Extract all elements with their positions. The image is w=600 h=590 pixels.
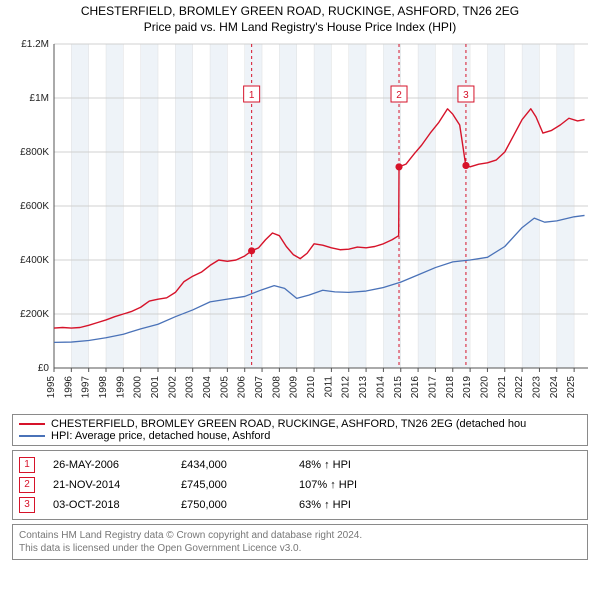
svg-text:2: 2 [396, 90, 402, 101]
event-price: £750,000 [181, 499, 281, 511]
legend-row: CHESTERFIELD, BROMLEY GREEN ROAD, RUCKIN… [19, 418, 581, 430]
event-price: £745,000 [181, 479, 281, 491]
svg-text:1995: 1995 [46, 375, 57, 398]
legend-label: HPI: Average price, detached house, Ashf… [51, 430, 270, 442]
svg-text:2019: 2019 [462, 375, 473, 398]
svg-text:2003: 2003 [185, 375, 196, 398]
svg-text:£200K: £200K [20, 309, 49, 320]
svg-text:£1.2M: £1.2M [21, 39, 49, 50]
svg-text:3: 3 [463, 90, 469, 101]
legend-swatch [19, 423, 45, 425]
chart-title-line1: CHESTERFIELD, BROMLEY GREEN ROAD, RUCKIN… [8, 4, 592, 20]
license-line2: This data is licensed under the Open Gov… [19, 542, 581, 555]
event-delta: 63% ↑ HPI [299, 499, 399, 511]
svg-text:2018: 2018 [445, 375, 456, 398]
svg-text:2013: 2013 [358, 375, 369, 398]
chart-title-line2: Price paid vs. HM Land Registry's House … [8, 20, 592, 34]
event-row: 2 21-NOV-2014 £745,000 107% ↑ HPI [19, 475, 581, 495]
svg-text:2016: 2016 [410, 375, 421, 398]
svg-text:£1M: £1M [30, 93, 49, 104]
svg-text:2011: 2011 [323, 375, 334, 397]
svg-text:2022: 2022 [514, 375, 525, 398]
svg-text:1996: 1996 [63, 375, 74, 398]
event-delta: 107% ↑ HPI [299, 479, 399, 491]
legend-row: HPI: Average price, detached house, Ashf… [19, 430, 581, 442]
svg-text:2004: 2004 [202, 375, 213, 398]
svg-text:2012: 2012 [341, 375, 352, 398]
event-delta: 48% ↑ HPI [299, 459, 399, 471]
svg-text:2025: 2025 [566, 375, 577, 398]
event-row: 1 26-MAY-2006 £434,000 48% ↑ HPI [19, 455, 581, 475]
svg-text:2017: 2017 [427, 375, 438, 398]
event-date: 21-NOV-2014 [53, 479, 163, 491]
legend: CHESTERFIELD, BROMLEY GREEN ROAD, RUCKIN… [12, 414, 588, 446]
svg-text:1: 1 [249, 90, 255, 101]
svg-text:£400K: £400K [20, 255, 49, 266]
svg-text:2010: 2010 [306, 375, 317, 398]
svg-text:2008: 2008 [271, 375, 282, 398]
chart-svg: £0 £200K £400K £600K £800K £1M £1.2M 1995 1996 19… [8, 38, 592, 410]
svg-text:2005: 2005 [219, 375, 230, 398]
svg-text:2015: 2015 [393, 375, 404, 398]
svg-text:1998: 1998 [98, 375, 109, 398]
svg-text:2006: 2006 [237, 375, 248, 398]
svg-text:2024: 2024 [549, 375, 560, 398]
svg-text:2023: 2023 [531, 375, 542, 398]
event-badge: 1 [19, 457, 35, 473]
event-badge: 2 [19, 477, 35, 493]
svg-text:2014: 2014 [375, 375, 386, 398]
svg-text:2009: 2009 [289, 375, 300, 398]
event-price: £434,000 [181, 459, 281, 471]
svg-text:£800K: £800K [20, 147, 49, 158]
line-chart: £0 £200K £400K £600K £800K £1M £1.2M 1995 1996 19… [8, 38, 592, 410]
event-row: 3 03-OCT-2018 £750,000 63% ↑ HPI [19, 495, 581, 515]
svg-text:2021: 2021 [497, 375, 508, 398]
svg-text:£0: £0 [38, 363, 50, 374]
legend-label: CHESTERFIELD, BROMLEY GREEN ROAD, RUCKIN… [51, 418, 526, 430]
event-date: 03-OCT-2018 [53, 499, 163, 511]
svg-text:2000: 2000 [133, 375, 144, 398]
svg-text:1997: 1997 [81, 375, 92, 398]
license-line1: Contains HM Land Registry data © Crown c… [19, 529, 581, 542]
svg-text:£600K: £600K [20, 201, 49, 212]
svg-text:2001: 2001 [150, 375, 161, 398]
events-table: 1 26-MAY-2006 £434,000 48% ↑ HPI 2 21-NOV-201… [12, 450, 588, 520]
svg-text:2002: 2002 [167, 375, 178, 398]
svg-text:2007: 2007 [254, 375, 265, 398]
svg-text:2020: 2020 [479, 375, 490, 398]
svg-text:1999: 1999 [115, 375, 126, 398]
license-text: Contains HM Land Registry data © Crown c… [12, 524, 588, 560]
event-date: 26-MAY-2006 [53, 459, 163, 471]
event-badge: 3 [19, 497, 35, 513]
legend-swatch [19, 435, 45, 437]
